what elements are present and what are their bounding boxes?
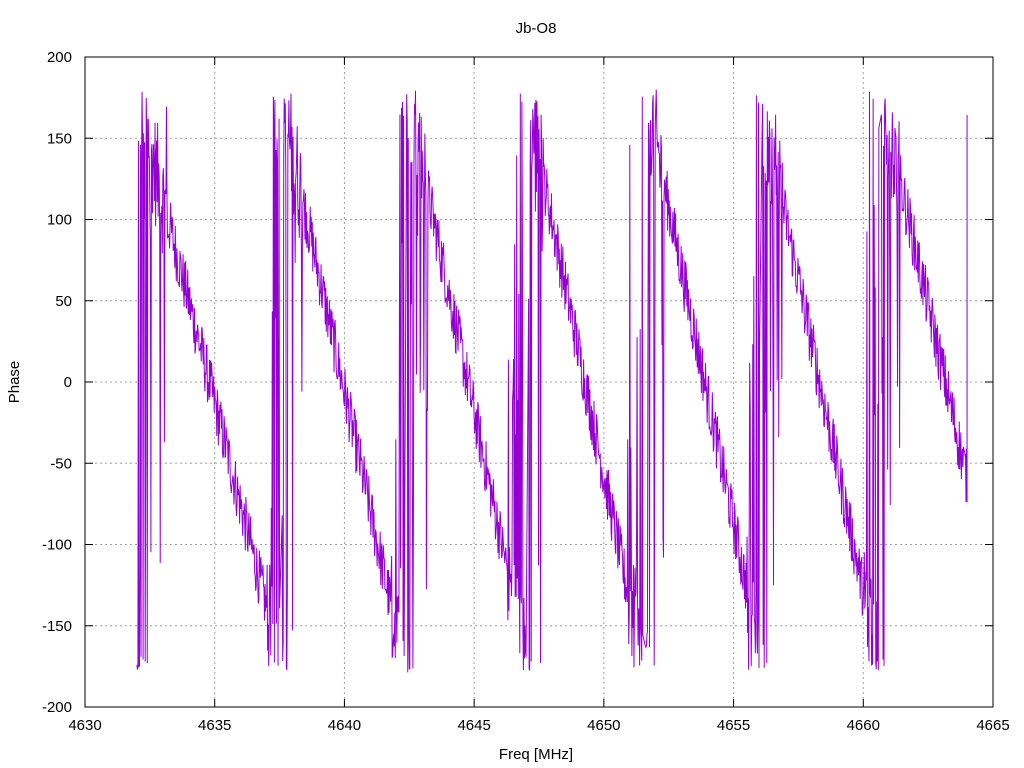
x-axis-title: Freq [MHz] — [499, 746, 573, 763]
x-tick-label: 4650 — [587, 717, 620, 734]
x-tick-label: 4635 — [198, 717, 231, 734]
axis-ticks — [84, 56, 994, 708]
y-tick-label: -150 — [42, 618, 72, 635]
y-tick-label: 200 — [47, 49, 72, 66]
x-tick-label: 4655 — [717, 717, 750, 734]
y-tick-label: -50 — [50, 455, 72, 472]
y-tick-label: -100 — [42, 537, 72, 554]
y-tick-label: -200 — [42, 699, 72, 716]
x-tick-label: 4645 — [457, 717, 490, 734]
y-tick-labels: -200 -150 -100 -50 0 50 100 150 200 — [42, 49, 72, 716]
y-axis-title: Phase — [6, 361, 23, 404]
x-tick-label: 4660 — [847, 717, 880, 734]
y-tick-label: 100 — [47, 212, 72, 229]
x-tick-label: 4630 — [68, 717, 101, 734]
x-tick-label: 4665 — [976, 717, 1009, 734]
y-tick-label: 50 — [55, 293, 72, 310]
phase-series-line — [136, 89, 968, 673]
x-tick-labels: 4630 4635 4640 4645 4650 4655 4660 4665 — [68, 717, 1009, 734]
chart-title: Jb-O8 — [516, 20, 557, 37]
x-tick-label: 4640 — [328, 717, 361, 734]
y-tick-label: 150 — [47, 130, 72, 147]
y-tick-label: 0 — [64, 374, 72, 391]
data-series — [136, 89, 968, 673]
grid-lines — [85, 57, 993, 707]
